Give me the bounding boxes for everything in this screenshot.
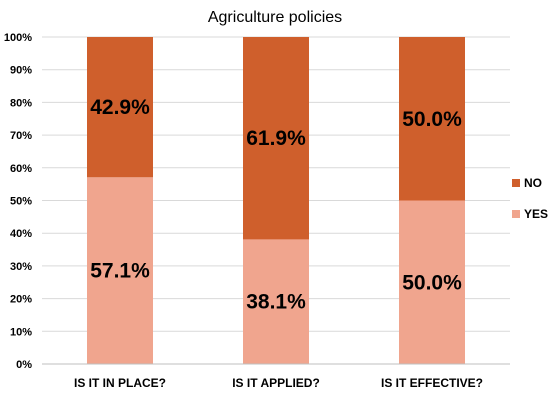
y-tick-label: 90%: [10, 65, 32, 77]
bars: [87, 37, 465, 364]
data-label-yes: 38.1%: [246, 291, 306, 314]
data-label-yes: 50.0%: [402, 271, 462, 294]
legend-swatch-no: [512, 179, 520, 187]
data-label-no: 50.0%: [402, 108, 462, 131]
y-tick-label: 20%: [10, 294, 32, 306]
bar-segment-no: [87, 37, 153, 178]
legend-label-no: NO: [524, 176, 542, 190]
legend-label-yes: YES: [524, 207, 548, 221]
y-tick-label: 100%: [4, 32, 32, 44]
category-label: IS IT EFFECTIVE?: [381, 376, 483, 390]
y-tick-label: 10%: [10, 326, 32, 338]
data-label-yes: 57.1%: [90, 260, 150, 283]
y-axis-ticks: 0% 10% 20% 30% 40% 50% 60% 70% 80% 90% 100%: [4, 32, 32, 371]
bar-segment-no: [243, 37, 309, 240]
bar-segment-yes: [87, 177, 153, 364]
bar-segment-no: [399, 37, 465, 201]
data-labels: 57.1% 42.9% 38.1% 61.9% 50.0% 50.0%: [90, 96, 462, 314]
y-tick-label: 80%: [10, 97, 32, 109]
x-axis-categories: IS IT IN PLACE? IS IT APPLIED? IS IT EFFEC…: [74, 376, 483, 390]
category-label: IS IT APPLIED?: [232, 376, 320, 390]
legend-swatch-yes: [512, 210, 520, 218]
legend: NO YES: [512, 176, 548, 221]
data-label-no: 42.9%: [90, 96, 150, 119]
data-label-no: 61.9%: [246, 127, 306, 150]
y-tick-label: 50%: [10, 196, 32, 208]
y-tick-label: 30%: [10, 261, 32, 273]
y-tick-label: 70%: [10, 130, 32, 142]
chart-title: Agriculture policies: [208, 9, 342, 26]
bar-segment-yes: [243, 239, 309, 364]
bar-segment-yes: [399, 200, 465, 364]
y-tick-label: 60%: [10, 163, 32, 175]
y-tick-label: 40%: [10, 228, 32, 240]
y-tick-label: 0%: [16, 359, 32, 371]
category-label: IS IT IN PLACE?: [74, 376, 166, 390]
